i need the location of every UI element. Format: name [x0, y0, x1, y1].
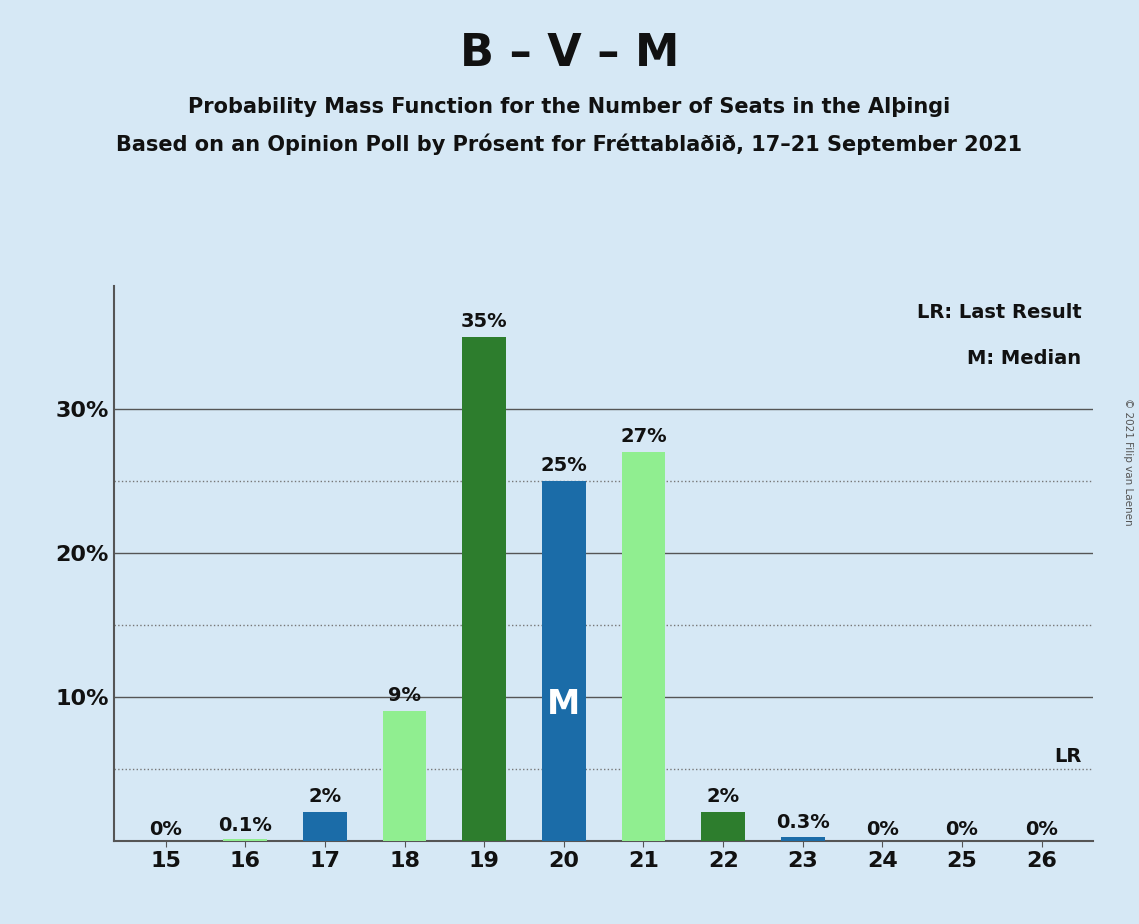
- Bar: [622, 452, 665, 841]
- Text: 0%: 0%: [945, 821, 978, 839]
- Text: B – V – M: B – V – M: [460, 32, 679, 76]
- Text: Based on an Opinion Poll by Prósent for Fréttablaðið, 17–21 September 2021: Based on an Opinion Poll by Prósent for …: [116, 134, 1023, 155]
- Text: 0.3%: 0.3%: [776, 813, 829, 833]
- Bar: [223, 839, 268, 841]
- Text: LR: LR: [1054, 747, 1082, 766]
- Text: 2%: 2%: [309, 787, 342, 807]
- Text: M: Median: M: Median: [967, 349, 1082, 368]
- Text: 9%: 9%: [388, 687, 421, 706]
- Text: 27%: 27%: [620, 427, 666, 446]
- Bar: [781, 836, 825, 841]
- Text: 0%: 0%: [866, 821, 899, 839]
- Text: 2%: 2%: [706, 787, 739, 807]
- Bar: [383, 711, 426, 841]
- Bar: [462, 337, 506, 841]
- Text: LR: Last Result: LR: Last Result: [917, 303, 1082, 322]
- Text: 0.1%: 0.1%: [219, 816, 272, 835]
- Text: 0%: 0%: [1025, 821, 1058, 839]
- Text: M: M: [547, 687, 581, 721]
- Text: 25%: 25%: [541, 456, 588, 475]
- Bar: [542, 480, 585, 841]
- Text: 35%: 35%: [461, 312, 508, 331]
- Text: © 2021 Filip van Laenen: © 2021 Filip van Laenen: [1123, 398, 1133, 526]
- Text: 0%: 0%: [149, 821, 182, 839]
- Bar: [702, 812, 745, 841]
- Text: Probability Mass Function for the Number of Seats in the Alþingi: Probability Mass Function for the Number…: [188, 97, 951, 117]
- Bar: [303, 812, 347, 841]
